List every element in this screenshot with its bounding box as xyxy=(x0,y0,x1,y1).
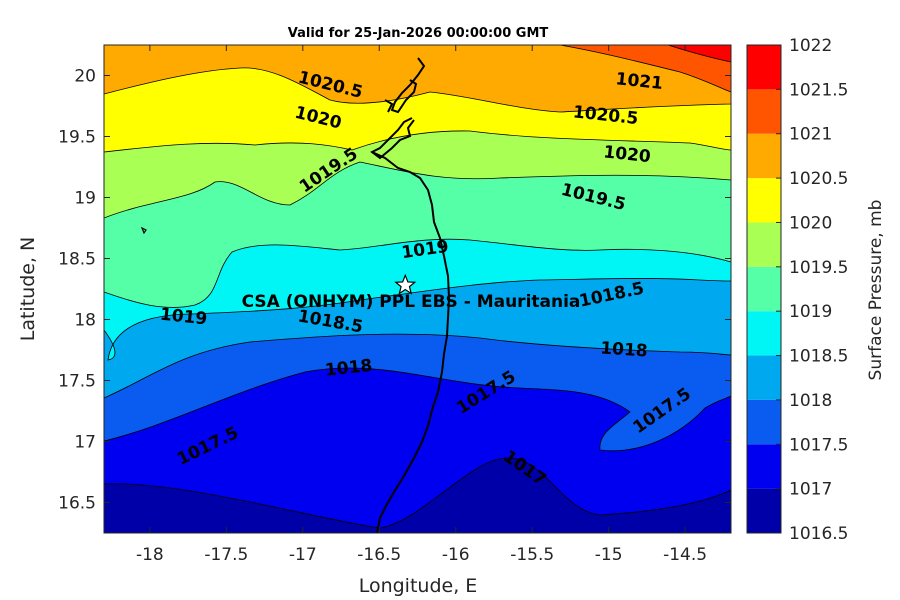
y-tick-label: 18.5 xyxy=(58,250,96,270)
contour-island-marker xyxy=(140,226,147,235)
colorbar-label: Surface Pressure, mb xyxy=(866,200,886,381)
site-label: CSA (ONHYM) PPL EBS - Mauritania xyxy=(242,292,581,312)
chart-title: Valid for 25-Jan-2026 00:00:00 GMT xyxy=(288,26,549,41)
colorbar-segment xyxy=(747,266,781,312)
y-tick-label: 16.5 xyxy=(58,494,96,514)
contour-label: 1019 xyxy=(159,305,208,330)
colorbar-tick-label: 1018.5 xyxy=(789,347,848,367)
y-tick-label: 19.5 xyxy=(58,128,96,148)
colorbar-tick-label: 1020 xyxy=(789,213,832,233)
band-1021 xyxy=(559,45,731,93)
colorbar-segment xyxy=(747,178,781,223)
site-star-icon xyxy=(394,273,417,295)
colorbar-segment xyxy=(747,222,781,267)
colorbar-tick-label: 1017.5 xyxy=(789,435,848,455)
band-1020-5 xyxy=(104,45,731,113)
x-axis-label: Longitude, E xyxy=(359,575,478,597)
x-axis-ticks: -18 -17.5 -17 -16.5 -16 -15.5 -15 -14.5 xyxy=(136,45,707,565)
colorbar-segment xyxy=(747,444,781,489)
y-axis-ticks: 16.5 17 17.5 18 18.5 19 19.5 20 xyxy=(58,67,731,514)
x-tick-label: -17.5 xyxy=(204,545,248,565)
colorbar-segment xyxy=(747,45,781,90)
contour-label: 1020 xyxy=(602,142,651,167)
x-tick-label: -18 xyxy=(136,545,164,565)
contour-label: 1021 xyxy=(615,69,664,94)
x-tick-label: -15.5 xyxy=(510,545,554,565)
colorbar-tick-label: 1020.5 xyxy=(789,169,848,189)
y-tick-label: 17.5 xyxy=(58,372,96,392)
y-tick-label: 18 xyxy=(74,311,96,331)
colorbar-segment xyxy=(747,133,781,179)
contour-label: 1018 xyxy=(324,356,373,381)
colorbar-segment xyxy=(747,488,781,533)
colorbar-tick-label: 1019 xyxy=(789,302,832,322)
colorbar: 1016.5 1017 1017.5 1018 1018.5 1019 1019.5 1020… xyxy=(746,36,848,544)
x-tick-label: -17 xyxy=(289,545,317,565)
colorbar-tick-label: 1022 xyxy=(789,36,832,56)
coastline-islands xyxy=(370,57,426,160)
colorbar-segment xyxy=(747,89,781,134)
colorbar-tick-label: 1021 xyxy=(789,125,832,145)
plot-frame xyxy=(103,44,732,534)
y-tick-label: 20 xyxy=(74,67,96,87)
colorbar-segment xyxy=(747,355,781,400)
colorbar-tick-label: 1017 xyxy=(789,480,832,500)
colorbar-frame xyxy=(746,44,782,534)
colorbar-tick-label: 1019.5 xyxy=(789,258,848,278)
y-tick-label: 17 xyxy=(74,433,96,453)
x-tick-label: -16.5 xyxy=(357,545,401,565)
colorbar-segment xyxy=(747,399,781,445)
x-tick-label: -16 xyxy=(442,545,470,565)
x-tick-label: -14.5 xyxy=(663,545,707,565)
colorbar-segment xyxy=(747,311,781,356)
colorbar-tick-label: 1018 xyxy=(789,391,832,411)
colorbar-tick-label: 1016.5 xyxy=(789,524,848,544)
contour-label: 1018 xyxy=(600,338,649,361)
colorbar-tick-label: 1021.5 xyxy=(789,80,848,100)
y-tick-label: 19 xyxy=(74,189,96,209)
x-tick-label: -15 xyxy=(595,545,623,565)
coastline xyxy=(371,151,451,533)
y-axis-label: Latitude, N xyxy=(17,237,39,342)
